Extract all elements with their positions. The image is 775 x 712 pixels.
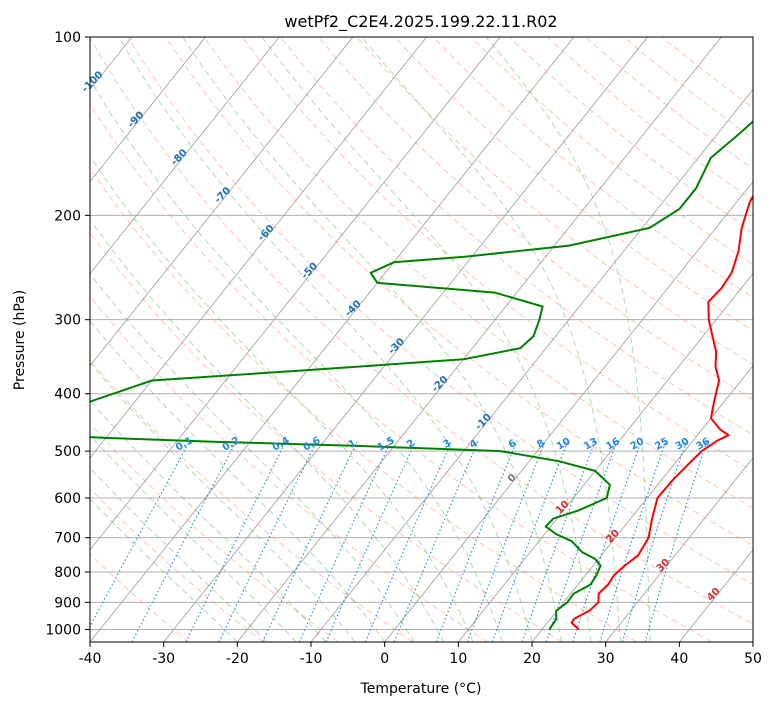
- y-tick-label: 200: [54, 208, 81, 224]
- x-tick-label: 0: [380, 651, 389, 667]
- y-tick-label: 300: [54, 313, 81, 329]
- x-tick-label: 40: [670, 651, 688, 667]
- y-tick-label: 800: [54, 565, 81, 581]
- x-tick-label: 50: [744, 651, 762, 667]
- x-tick-label: -40: [79, 651, 102, 667]
- x-axis: -40 -30 -20 -10 0 10 20 30 40 50: [79, 642, 762, 667]
- y-tick-label: 500: [54, 444, 81, 460]
- x-tick-label: -10: [300, 651, 323, 667]
- y-tick-label: 600: [54, 491, 81, 507]
- y-tick-label: 1000: [45, 622, 81, 638]
- x-tick-label: -20: [226, 651, 249, 667]
- x-tick-label: 10: [449, 651, 467, 667]
- y-tick-label: 100: [54, 30, 81, 46]
- x-tick-label: 20: [523, 651, 541, 667]
- x-axis-label: Temperature (°C): [360, 681, 482, 697]
- chart-title: wetPf2_C2E4.2025.199.22.11.R02: [284, 12, 557, 32]
- y-tick-label: 700: [54, 531, 81, 547]
- y-tick-label: 400: [54, 387, 81, 403]
- x-tick-label: -30: [152, 651, 175, 667]
- y-tick-label: 900: [54, 595, 81, 611]
- isotherm-line: [753, 37, 775, 642]
- isotherm-line: [0, 37, 58, 642]
- y-axis-label: Pressure (hPa): [12, 290, 28, 390]
- y-axis: 100 200 300 400 500 600 700 800 900 1000: [45, 30, 90, 638]
- x-tick-label: 30: [597, 651, 615, 667]
